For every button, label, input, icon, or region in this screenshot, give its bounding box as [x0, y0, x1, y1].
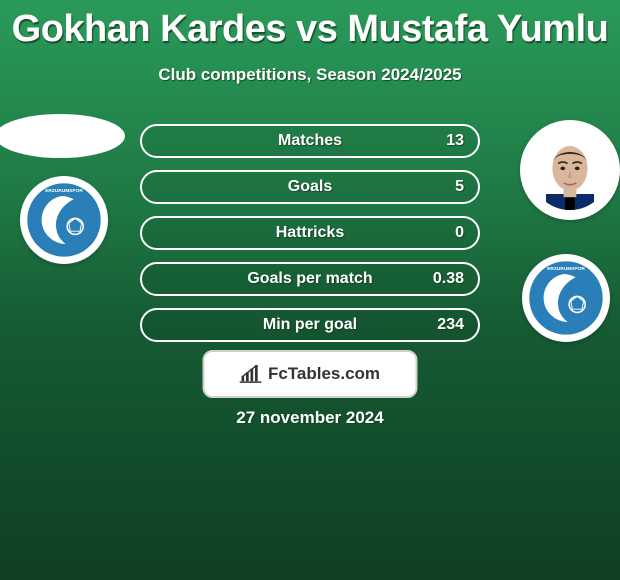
brand-suffix: Tables.com: [288, 364, 380, 383]
stat-value-right: 13: [446, 132, 464, 150]
brand-badge: FcTables.com: [203, 350, 418, 398]
stat-row: Goals per match 0.38: [140, 262, 480, 296]
brand-prefix: Fc: [268, 364, 288, 383]
club-right-logo: ERZURUMSPOR: [522, 254, 610, 342]
stat-label: Min per goal: [142, 316, 478, 334]
stat-row: Goals 5: [140, 170, 480, 204]
stat-value-right: 5: [455, 178, 464, 196]
club-left-logo: ERZURUMSPOR: [20, 176, 108, 264]
stat-label: Goals: [142, 178, 478, 196]
svg-text:ERZURUMSPOR: ERZURUMSPOR: [547, 266, 585, 272]
player-left-avatar: [0, 114, 125, 158]
stat-label: Goals per match: [142, 270, 478, 288]
stat-row: Matches 13: [140, 124, 480, 158]
stat-row: Hattricks 0: [140, 216, 480, 250]
footer-date: 27 november 2024: [0, 408, 620, 428]
stat-value-right: 0: [455, 224, 464, 242]
page-title: Gokhan Kardes vs Mustafa Yumlu: [0, 0, 620, 51]
subtitle: Club competitions, Season 2024/2025: [0, 65, 620, 85]
stat-label: Hattricks: [142, 224, 478, 242]
stat-label: Matches: [142, 132, 478, 150]
chart-icon: [240, 365, 262, 383]
stat-row: Min per goal 234: [140, 308, 480, 342]
stat-value-right: 0.38: [433, 270, 464, 288]
player-right-avatar: [520, 120, 620, 220]
svg-text:ERZURUMSPOR: ERZURUMSPOR: [45, 188, 83, 194]
stat-value-right: 234: [437, 316, 464, 334]
stat-rows: Matches 13 Goals 5 Hattricks 0 Goals per…: [140, 124, 480, 342]
